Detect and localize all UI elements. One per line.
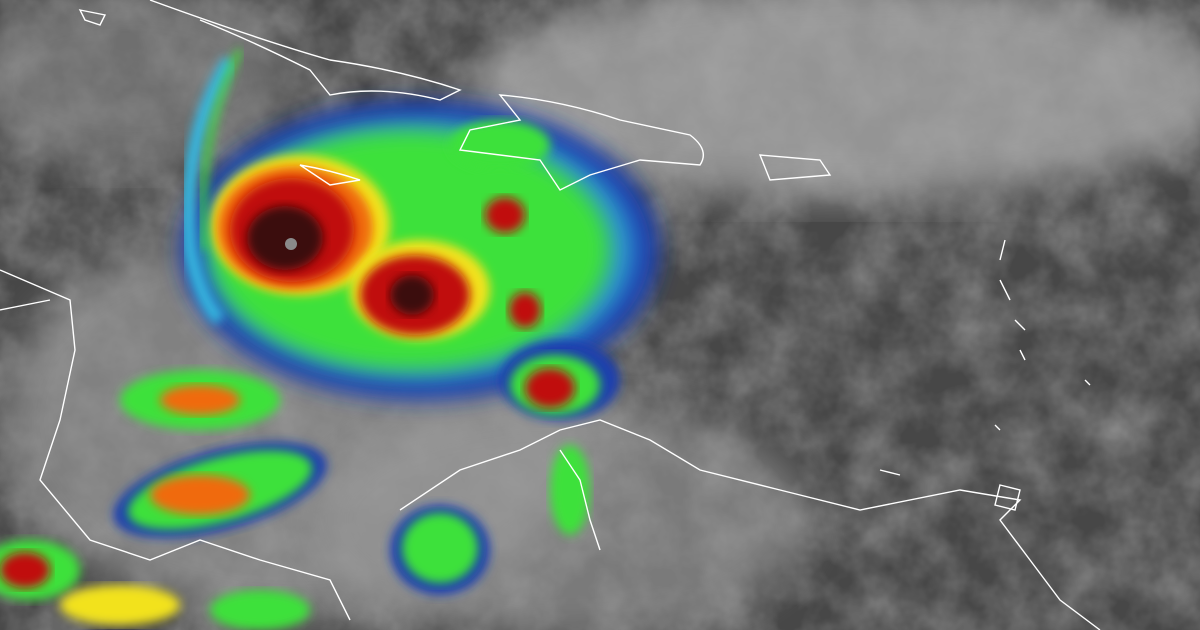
coastlines	[0, 0, 1101, 630]
hurricane-system	[180, 48, 660, 420]
hurricane-eye	[285, 238, 297, 250]
rain-bands	[0, 370, 590, 630]
